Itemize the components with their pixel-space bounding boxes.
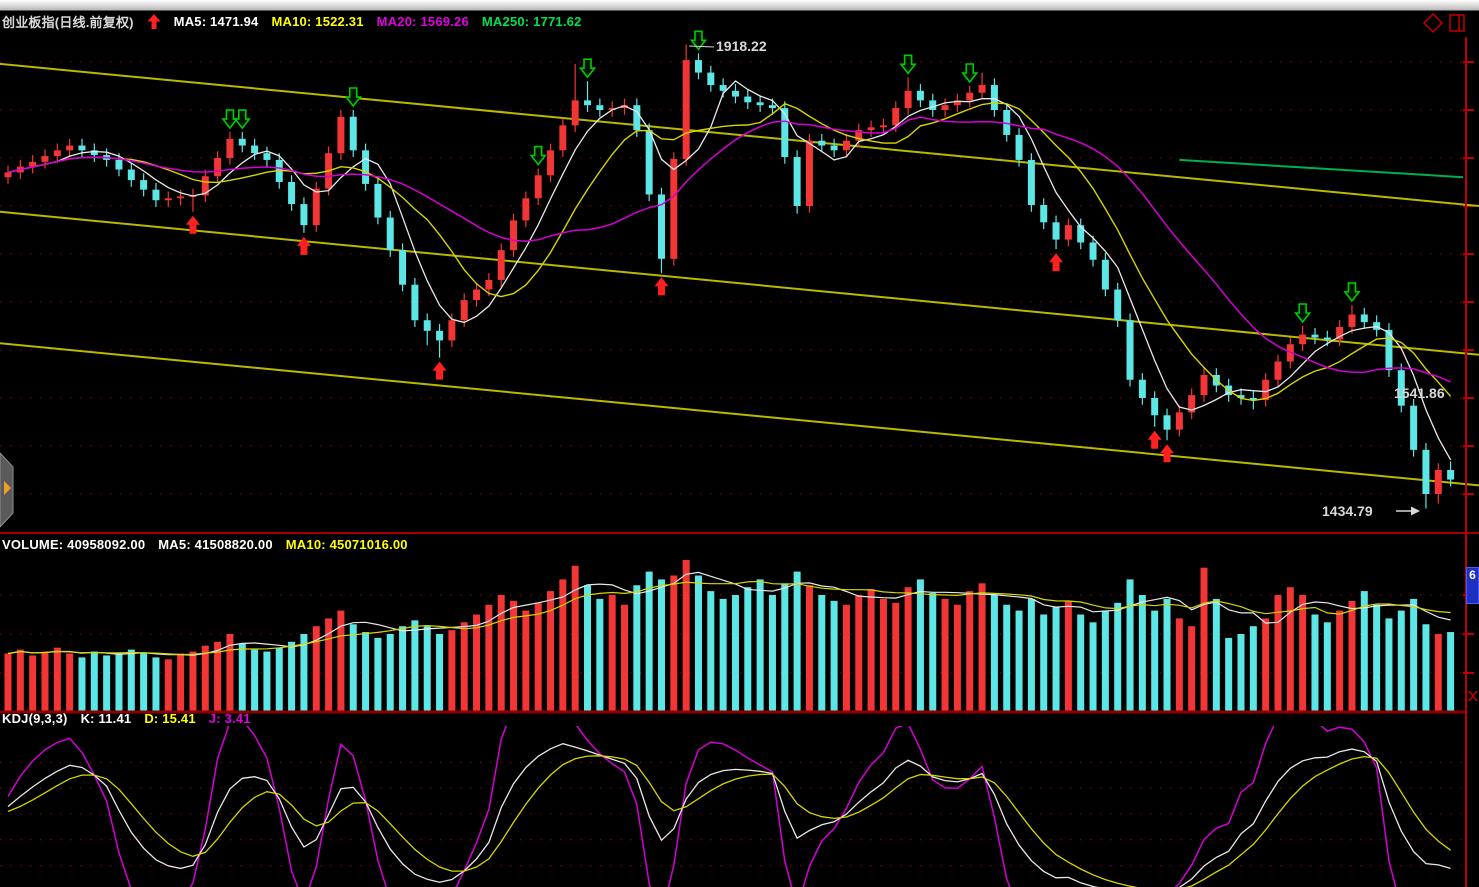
latest-price-label: 1541.86 xyxy=(1394,385,1445,401)
window-edge-strip xyxy=(0,0,1479,11)
kdj-k-legend: K: 11.41 xyxy=(80,711,132,726)
ma5-legend: MA5: 1471.94 xyxy=(173,14,259,29)
low-price-label: 1434.79 xyxy=(1322,503,1373,519)
volume-panel-header: VOLUME: 40958092.00 MA5: 41508820.00 MA1… xyxy=(2,537,408,552)
ma250-legend: MA250: 1771.62 xyxy=(481,14,582,29)
ma20-legend: MA20: 1569.26 xyxy=(376,14,469,29)
volume-ma5-legend: MA5: 41508820.00 xyxy=(158,537,273,552)
kdj-j-legend: J: 3.41 xyxy=(208,711,251,726)
kdj-panel-header: KDJ(9,3,3) K: 11.41 D: 15.41 J: 3.41 xyxy=(2,711,251,726)
up-arrow-icon xyxy=(147,14,161,29)
high-price-label: 1918.22 xyxy=(716,38,767,54)
volume-label: VOLUME: 40958092.00 xyxy=(2,537,146,552)
volume-ma10-legend: MA10: 45071016.00 xyxy=(285,537,408,552)
kdj-label: KDJ(9,3,3) xyxy=(2,711,68,726)
diamond-icon[interactable] xyxy=(1422,12,1444,34)
kdj-d-legend: D: 15.41 xyxy=(144,711,196,726)
expand-arrow-icon[interactable] xyxy=(4,481,11,495)
volume-scale-badge[interactable]: 6 xyxy=(1466,567,1479,604)
instrument-title[interactable]: 创业板指(日线.前复权) xyxy=(2,15,134,30)
ma10-legend: MA10: 1522.31 xyxy=(271,14,364,29)
price-panel-header: 创业板指(日线.前复权) MA5: 1471.94 MA10: 1522.31 … xyxy=(2,12,582,31)
close-x-icon[interactable] xyxy=(1468,690,1478,702)
window-split-icon[interactable] xyxy=(1449,14,1465,32)
